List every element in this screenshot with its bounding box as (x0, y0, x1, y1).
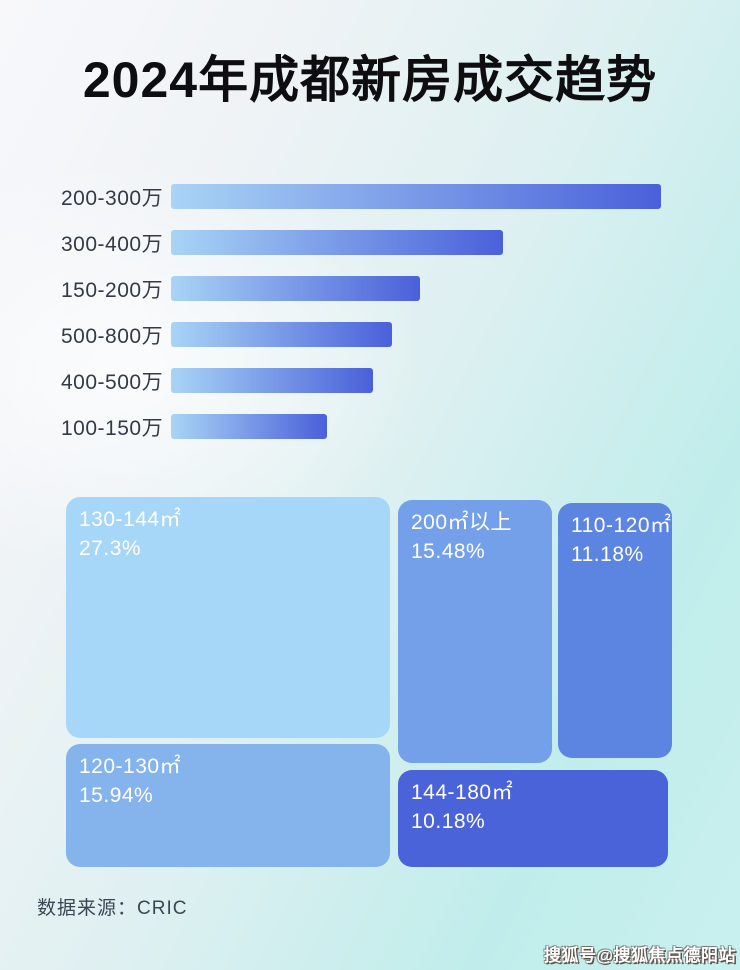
treemap-tile: 200㎡以上 15.48% (398, 500, 552, 763)
tile-percent-label: 27.3% (79, 537, 142, 560)
watermark: 搜狐号@搜狐焦点德阳站 (543, 946, 736, 965)
bar-row: 500-800万 (61, 322, 701, 348)
tile-percent-label: 15.48% (411, 540, 486, 563)
bar (171, 322, 392, 347)
treemap-tile: 130-144㎡ 27.3% (66, 497, 390, 738)
bar-category-label: 150-200万 (61, 278, 164, 302)
price-range-bar-chart: 200-300万 300-400万 150-200万 500-800万 400-500万… (61, 184, 701, 460)
bar (171, 276, 420, 301)
tile-percent-label: 15.94% (79, 784, 154, 807)
tile-area-label: 130-144㎡ (79, 508, 182, 531)
bar-category-label: 100-150万 (61, 416, 164, 440)
data-source-note: 数据来源：CRIC (37, 898, 188, 919)
bar-row: 200-300万 (61, 184, 701, 210)
bar-category-label: 500-800万 (61, 324, 164, 348)
bar-category-label: 400-500万 (61, 370, 164, 394)
bar-row: 300-400万 (61, 230, 701, 256)
bar (171, 230, 504, 255)
bar (171, 414, 327, 439)
bar-category-label: 200-300万 (61, 186, 164, 210)
tile-area-label: 120-130㎡ (79, 755, 182, 778)
bar-row: 150-200万 (61, 276, 701, 302)
tile-area-label: 200㎡以上 (411, 511, 513, 534)
treemap-tile: 120-130㎡ 15.94% (66, 744, 390, 867)
bar (171, 184, 661, 209)
treemap-tile: 144-180㎡ 10.18% (398, 770, 668, 867)
tile-area-label: 110-120㎡ (571, 514, 672, 537)
bar (171, 368, 373, 393)
treemap-tile: 110-120㎡ 11.18% (558, 503, 672, 758)
bar-row: 100-150万 (61, 414, 701, 440)
tile-area-label: 144-180㎡ (411, 781, 514, 804)
bar-category-label: 300-400万 (61, 232, 164, 256)
bar-row: 400-500万 (61, 368, 701, 394)
tile-percent-label: 11.18% (571, 543, 644, 566)
tile-percent-label: 10.18% (411, 810, 486, 833)
page-title: 2024年成都新房成交趋势 (82, 52, 658, 108)
